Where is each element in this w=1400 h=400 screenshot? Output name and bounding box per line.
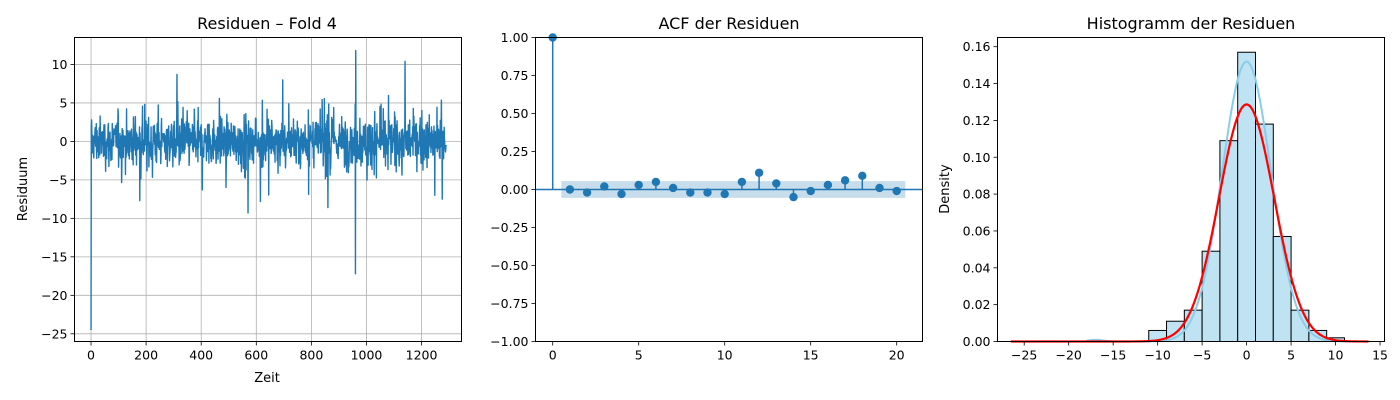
- histogram-y-tick-label: 0.06: [963, 223, 991, 238]
- residuals-y-tick-label: 10: [52, 57, 68, 72]
- acf-point: [720, 189, 729, 199]
- histogram-x-tick-label: −5: [1193, 348, 1211, 363]
- acf-x-tick-label: 5: [635, 348, 643, 363]
- residuals-x-tick-label: 1200: [406, 348, 438, 363]
- residuals-y-tick-label: −15: [41, 249, 67, 264]
- acf-y-tick-label: −0.25: [490, 220, 528, 235]
- acf-y-tick-label: −0.75: [490, 296, 528, 311]
- acf-panel: ACF der Residuen 0 5 10 15 20 −1.00 −0.75 −0.50…: [490, 14, 923, 363]
- acf-x-tick-label: 15: [803, 348, 819, 363]
- histogram-title: Histogramm der Residuen: [1087, 14, 1296, 33]
- acf-point: [703, 188, 712, 197]
- residuals-ylabel: Residuum: [16, 157, 31, 221]
- residuals-line: [90, 49, 447, 330]
- residuals-axes-frame: [74, 37, 462, 342]
- acf-y-tick-label: −1.00: [490, 334, 528, 349]
- acf-point: [617, 189, 626, 199]
- acf-y-tick-label: 1.00: [501, 30, 529, 45]
- residuals-x-tick-label: 800: [299, 348, 323, 363]
- histogram-normal-fit-curve: [1010, 103, 1369, 343]
- residuals-title: Residuen – Fold 4: [197, 14, 337, 33]
- residuals-xlabel: Zeit: [254, 371, 280, 386]
- residuals-x-tick-label: 0: [87, 348, 95, 363]
- acf-point: [858, 171, 867, 181]
- acf-point: [772, 179, 781, 188]
- acf-point: [823, 180, 833, 190]
- residuals-x-tick-label: 200: [134, 348, 158, 363]
- acf-y-tick-label: −0.50: [490, 258, 528, 273]
- residuals-x-tick-label: 1000: [351, 348, 383, 363]
- histogram-y-tick-label: 0.00: [963, 334, 991, 349]
- residuals-y-tick-label: −20: [41, 288, 67, 303]
- histogram-y-tick-label: 0.10: [963, 150, 991, 165]
- acf-x-tick-label: 20: [889, 348, 905, 363]
- acf-point: [806, 186, 815, 196]
- acf-axes-frame: [535, 37, 923, 342]
- acf-point: [875, 183, 884, 193]
- acf-point: [651, 177, 661, 187]
- histogram-panel: Histogramm der Residuen −25 −20 −15 −10 −5 0 5…: [938, 14, 1388, 363]
- histogram-y-tick-label: 0.04: [963, 260, 991, 275]
- histogram-y-tick-label: 0.12: [963, 113, 991, 128]
- histogram-x-tick-label: −10: [1144, 348, 1170, 363]
- residuals-panel: Residuen – Fold 4 0 200 400 600 800 1000 1200 −…: [16, 14, 462, 386]
- histogram-y-tick-label: 0.16: [963, 39, 991, 54]
- residuals-x-tick-label: 600: [244, 348, 268, 363]
- acf-x-tick-label: 10: [717, 348, 733, 363]
- acf-point: [582, 188, 592, 197]
- histogram-x-tick-label: −25: [1011, 348, 1037, 363]
- residuals-x-tick-label: 400: [189, 348, 213, 363]
- acf-point: [789, 192, 798, 202]
- histogram-x-tick-label: 5: [1287, 348, 1295, 363]
- acf-point: [737, 177, 747, 187]
- acf-point: [600, 182, 609, 191]
- acf-point: [668, 183, 678, 193]
- histogram-y-tick-label: 0.08: [963, 187, 991, 202]
- acf-y-tick-label: 0.50: [501, 106, 529, 121]
- acf-y-tick-label: 0.75: [501, 68, 529, 83]
- residuals-y-tick-label: −10: [41, 211, 67, 226]
- histogram-x-tick-label: 15: [1372, 348, 1388, 363]
- residuals-y-tick-label: 0: [60, 134, 68, 149]
- histogram-x-tick-label: 10: [1328, 348, 1344, 363]
- histogram-y-tick-label: 0.02: [963, 297, 991, 312]
- acf-title: ACF der Residuen: [658, 14, 799, 33]
- histogram-bar: [1272, 235, 1292, 342]
- histogram-x-tick-label: −20: [1055, 348, 1081, 363]
- acf-point: [754, 168, 764, 177]
- histogram-x-tick-label: −15: [1100, 348, 1126, 363]
- acf-point: [565, 185, 575, 194]
- residuals-y-tick-label: −5: [49, 172, 67, 187]
- residuals-y-tick-label: 5: [60, 95, 68, 110]
- acf-y-tick-label: 0.00: [501, 182, 529, 197]
- histogram-bar: [1237, 51, 1257, 343]
- histogram-bar: [1255, 123, 1274, 343]
- acf-point: [840, 176, 850, 185]
- histogram-y-tick-label: 0.14: [963, 76, 991, 91]
- acf-point: [892, 186, 901, 196]
- acf-point: [686, 188, 695, 197]
- histogram-x-tick-label: 0: [1243, 348, 1251, 363]
- histogram-ylabel: Density: [938, 164, 953, 214]
- histogram-axes-frame: [997, 37, 1385, 342]
- acf-y-tick-label: 0.25: [501, 144, 529, 159]
- residuals-y-tick-label: −25: [41, 326, 67, 341]
- acf-x-tick-label: 0: [549, 348, 557, 363]
- acf-point: [634, 180, 643, 190]
